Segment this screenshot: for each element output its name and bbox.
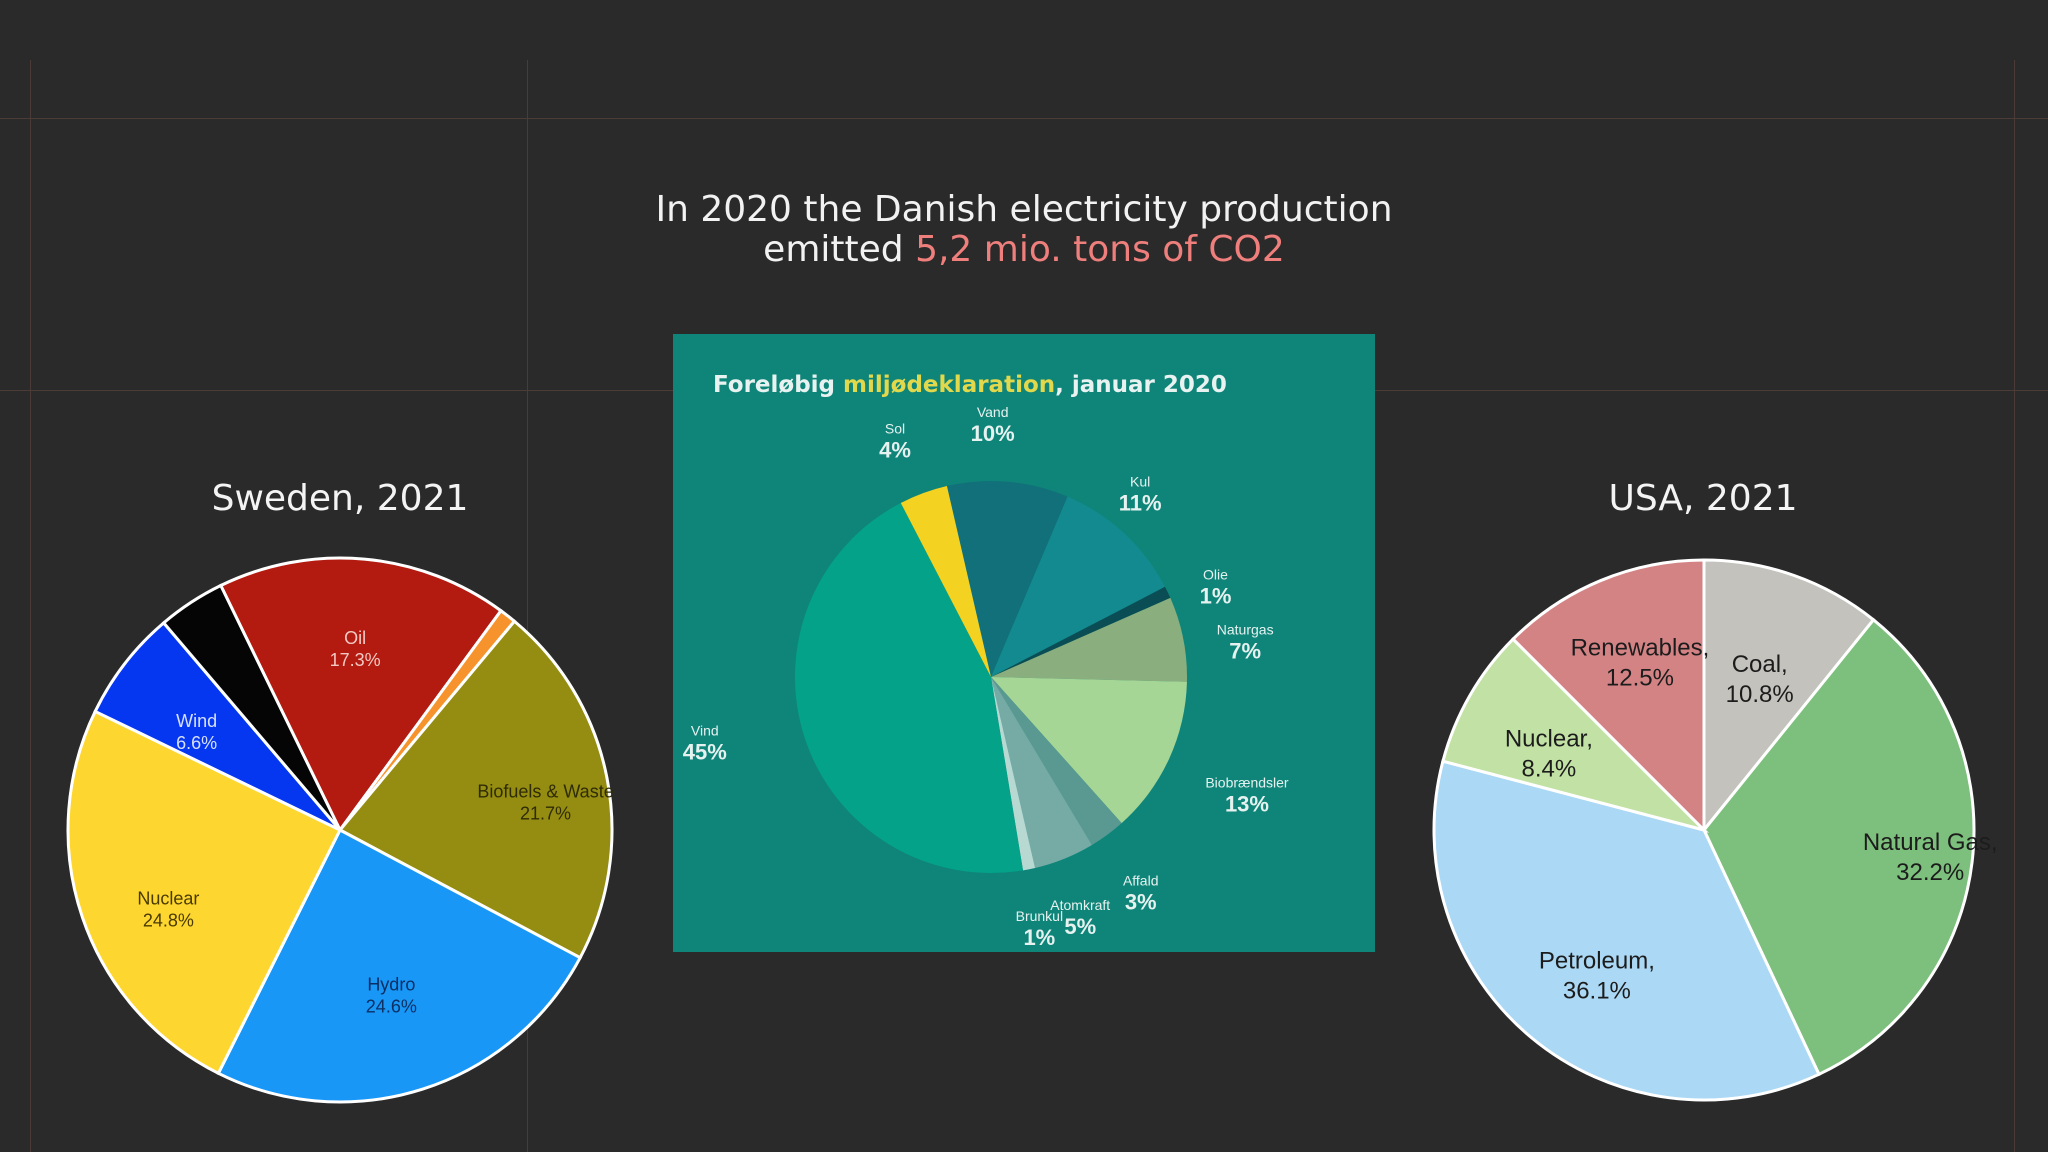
- usa-value-coal: 10.8%: [1726, 681, 1794, 708]
- sweden-label-hydro: Hydro: [367, 975, 415, 995]
- denmark-value-atomkraft: 5%: [1064, 914, 1096, 939]
- usa-label-petroleum: Petroleum,: [1539, 948, 1655, 975]
- sweden-value-nuclear: 24.8%: [143, 910, 194, 930]
- usa-slice-coal: [1702, 558, 1876, 835]
- grid-line: [0, 118, 2048, 119]
- denmark-label-vind: Vind: [691, 723, 719, 739]
- denmark-label-vand: Vand: [977, 404, 1009, 420]
- sweden-slice-nuclear: [66, 709, 343, 1076]
- denmark-chart-title: Foreløbig miljødeklaration, januar 2020: [713, 372, 1227, 398]
- denmark-slice-brunkul: [991, 677, 1036, 871]
- denmark-slice-biobr-ndsler: [991, 677, 1187, 824]
- sweden-value-wind: 6.6%: [176, 733, 217, 753]
- headline-highlight: 5,2 mio. tons of CO2: [915, 229, 1285, 270]
- denmark-label-naturgas: Naturgas: [1217, 622, 1274, 638]
- denmark-label-olie: Olie: [1203, 566, 1228, 582]
- sweden-value-hydro: 24.6%: [366, 997, 417, 1017]
- headline-line-2-prefix: emitted: [763, 229, 916, 270]
- usa-value-natural-gas: 32.2%: [1896, 859, 1964, 886]
- grid-line: [30, 60, 31, 1152]
- denmark-title-highlight: miljødeklaration: [843, 372, 1056, 398]
- usa-slice-nuclear: [1441, 636, 1709, 833]
- denmark-label-brunkul: Brunkul: [1016, 908, 1063, 924]
- denmark-value-vind: 45%: [683, 740, 727, 765]
- usa-slice-natural-gas: [1702, 617, 1976, 1077]
- sweden-value-biofuels-waste: 21.7%: [520, 804, 571, 824]
- sweden-label-nuclear: Nuclear: [137, 888, 199, 908]
- sweden-value-oil: 17.3%: [330, 650, 381, 670]
- denmark-value-vand: 10%: [971, 421, 1015, 446]
- sweden-slice-biofuels-waste: [337, 619, 614, 960]
- grid-line: [527, 60, 528, 1152]
- headline-line-2: emitted 5,2 mio. tons of CO2: [0, 230, 2048, 270]
- denmark-value-olie: 1%: [1200, 583, 1232, 608]
- denmark-slice-atomkraft: [991, 677, 1092, 868]
- sweden-chart-title: Sweden, 2021: [211, 478, 469, 519]
- denmark-slice-naturgas: [991, 597, 1187, 682]
- sweden-label-biofuels-waste: Biofuels & Waste: [477, 782, 613, 802]
- denmark-slice-sol: [900, 486, 991, 677]
- sweden-slice-unlabeled-6: [161, 583, 342, 831]
- denmark-value-kul: 11%: [1119, 490, 1162, 515]
- usa-label-natural-gas: Natural Gas,: [1863, 829, 1998, 856]
- denmark-label-atomkraft: Atomkraft: [1050, 897, 1110, 913]
- usa-value-renewables: 12.5%: [1606, 664, 1674, 691]
- grid-line: [2014, 60, 2015, 1152]
- slide-headline: In 2020 the Danish electricity productio…: [0, 190, 2048, 270]
- denmark-slice-kul: [991, 496, 1166, 677]
- denmark-value-affald: 3%: [1125, 889, 1157, 914]
- denmark-label-biobr-ndsler: Biobrændsler: [1205, 774, 1289, 790]
- headline-line-1: In 2020 the Danish electricity productio…: [655, 189, 1393, 230]
- usa-pie-chart: Coal, 10.8% Natural Gas, 32.2% Petroleum, 36.…: [1432, 558, 1998, 1102]
- usa-label-nuclear: Nuclear,: [1505, 726, 1593, 753]
- grid-line: [0, 390, 673, 391]
- denmark-value-brunkul: 1%: [1023, 925, 1055, 950]
- usa-label-renewables: Renewables,: [1571, 634, 1710, 661]
- usa-slice-petroleum: [1432, 759, 1821, 1102]
- usa-chart-title: USA, 2021: [1608, 478, 1798, 519]
- sweden-slice-oil: [218, 556, 504, 833]
- usa-label-coal: Coal,: [1732, 651, 1788, 678]
- denmark-title-prefix: Foreløbig: [713, 372, 844, 398]
- grid-line: [1375, 390, 2048, 391]
- usa-value-nuclear: 8.4%: [1522, 756, 1577, 783]
- denmark-chart-panel: Foreløbig miljødeklaration, januar 2020 …: [673, 334, 1375, 952]
- denmark-slice-affald: [991, 677, 1122, 846]
- denmark-label-affald: Affald: [1123, 872, 1159, 888]
- sweden-slice-hydro: [216, 827, 583, 1104]
- denmark-pie-chart: Vand10%Kul11%Olie1%Naturgas7%Biobrændsle…: [683, 404, 1289, 950]
- denmark-slice-vind: [795, 502, 1024, 873]
- denmark-label-sol: Sol: [885, 420, 905, 436]
- usa-value-petroleum: 36.1%: [1563, 978, 1631, 1005]
- denmark-value-naturgas: 7%: [1229, 639, 1261, 664]
- usa-slice-renewables: [1510, 558, 1706, 834]
- sweden-label-wind: Wind: [176, 711, 217, 731]
- denmark-slice-vand: [946, 481, 1068, 677]
- sweden-label-oil: Oil: [344, 628, 366, 648]
- denmark-title-suffix: , januar 2020: [1055, 372, 1227, 398]
- denmark-label-kul: Kul: [1130, 473, 1150, 489]
- denmark-value-sol: 4%: [879, 437, 911, 462]
- denmark-slice-olie: [991, 586, 1171, 677]
- sweden-slice-wind: [93, 620, 342, 832]
- denmark-value-biobr-ndsler: 13%: [1225, 791, 1269, 816]
